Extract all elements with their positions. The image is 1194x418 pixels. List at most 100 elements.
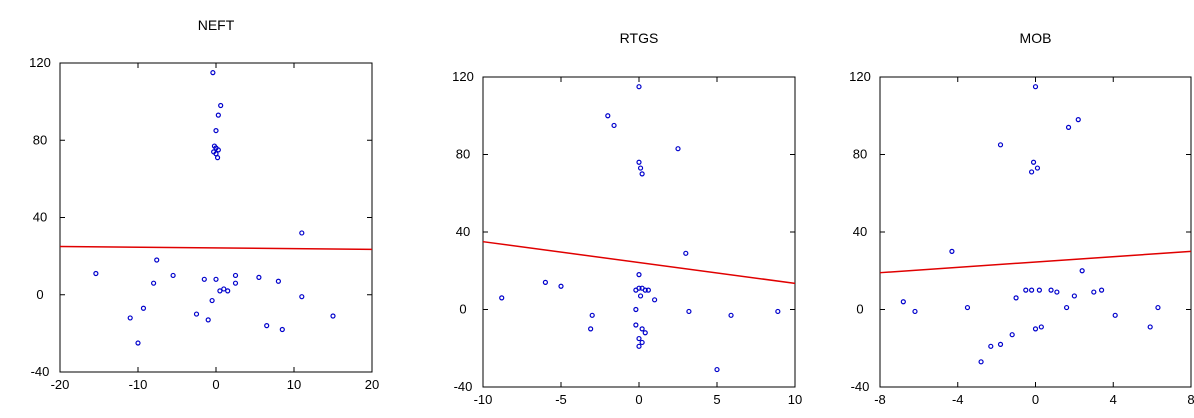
data-point <box>256 274 262 280</box>
data-point <box>232 280 239 286</box>
data-point <box>127 315 133 321</box>
data-point <box>900 299 906 305</box>
data-point <box>93 270 99 277</box>
chart-title: RTGS <box>620 30 659 46</box>
data-point <box>589 312 595 318</box>
data-point <box>642 330 648 336</box>
data-point <box>997 341 1004 347</box>
data-point <box>213 127 219 134</box>
data-point <box>215 147 221 153</box>
data-point <box>588 326 594 332</box>
x-tick-label: -8 <box>874 392 886 407</box>
y-tick-label: 0 <box>459 302 466 317</box>
data-point <box>201 276 207 282</box>
data-point <box>637 293 644 299</box>
data-point <box>775 308 781 315</box>
x-tick-label: 0 <box>1032 392 1039 407</box>
data-point <box>912 308 918 315</box>
data-point <box>1054 289 1060 295</box>
data-point <box>1112 312 1118 318</box>
x-tick-label: 4 <box>1110 392 1117 407</box>
data-point <box>558 283 564 289</box>
data-point <box>264 323 270 329</box>
y-tick-label: 120 <box>849 69 871 84</box>
x-tick-label: -10 <box>129 377 148 392</box>
data-point <box>675 146 681 152</box>
fit-line <box>482 240 796 285</box>
data-point <box>1098 287 1105 293</box>
data-point <box>205 317 211 323</box>
chart-panel-rtgs: RTGS -10 -5 0 5 10 -40 0 40 80 120 <box>452 30 802 407</box>
data-point <box>633 306 639 313</box>
data-point <box>214 155 221 161</box>
data-point <box>1065 124 1072 130</box>
data-point <box>639 171 645 177</box>
y-tick-label: 120 <box>452 69 474 84</box>
data-point <box>1029 287 1035 293</box>
data-point <box>135 340 141 346</box>
data-point <box>275 278 281 284</box>
data-point <box>1155 304 1161 311</box>
data-point <box>225 288 231 294</box>
y-tick-label: 40 <box>456 224 470 239</box>
x-tick-label: 8 <box>1187 392 1194 407</box>
data-point <box>636 285 642 291</box>
data-point <box>686 308 692 315</box>
y-tick-label: 0 <box>856 302 863 317</box>
data-point <box>978 359 984 365</box>
x-tick-label: -10 <box>474 392 493 407</box>
y-tick-label: -40 <box>31 364 50 379</box>
chart-title: MOB <box>1020 30 1052 46</box>
data-point <box>542 279 549 285</box>
x-tick-label: -4 <box>952 392 964 407</box>
data-point <box>221 286 227 292</box>
data-point <box>1029 169 1035 175</box>
data-point <box>279 326 285 333</box>
x-tick-label: 10 <box>287 377 301 392</box>
data-point <box>714 366 720 373</box>
data-point <box>645 287 651 293</box>
data-point <box>193 311 200 317</box>
data-point <box>1147 324 1153 330</box>
data-point <box>997 142 1004 148</box>
data-point <box>218 102 224 109</box>
data-point <box>639 339 645 346</box>
data-point <box>1038 324 1044 330</box>
x-tick-label: -20 <box>51 377 70 392</box>
data-point <box>633 322 639 328</box>
data-point <box>637 165 644 171</box>
data-point <box>1034 165 1041 171</box>
y-tick-label: 0 <box>36 287 43 302</box>
data-point <box>636 335 642 342</box>
fit-line <box>879 250 1192 274</box>
data-point <box>728 312 734 318</box>
data-point <box>1075 117 1081 123</box>
data-point <box>636 84 642 90</box>
data-point <box>170 272 176 279</box>
chart-panel-neft: NEFT -20 -10 0 10 20 -40 0 40 80 120 <box>29 17 379 392</box>
data-point <box>949 248 955 254</box>
data-point <box>1030 159 1037 165</box>
data-point <box>210 70 216 76</box>
data-point <box>1032 326 1039 332</box>
data-point <box>151 280 157 286</box>
data-point <box>683 250 689 256</box>
data-point <box>209 297 215 304</box>
data-point <box>299 294 305 300</box>
y-tick-label: 40 <box>853 224 867 239</box>
data-point <box>1079 268 1085 274</box>
data-point <box>636 159 642 165</box>
data-point <box>215 112 221 118</box>
y-tick-label: 80 <box>33 132 47 147</box>
y-tick-label: -40 <box>454 379 473 394</box>
x-tick-label: -5 <box>555 392 567 407</box>
data-point <box>140 305 147 311</box>
data-point <box>1063 304 1070 311</box>
data-point <box>1091 289 1097 295</box>
data-point <box>330 313 336 319</box>
data-point <box>651 297 658 303</box>
plot-frame <box>879 76 1192 388</box>
y-tick-label: 80 <box>853 147 867 162</box>
